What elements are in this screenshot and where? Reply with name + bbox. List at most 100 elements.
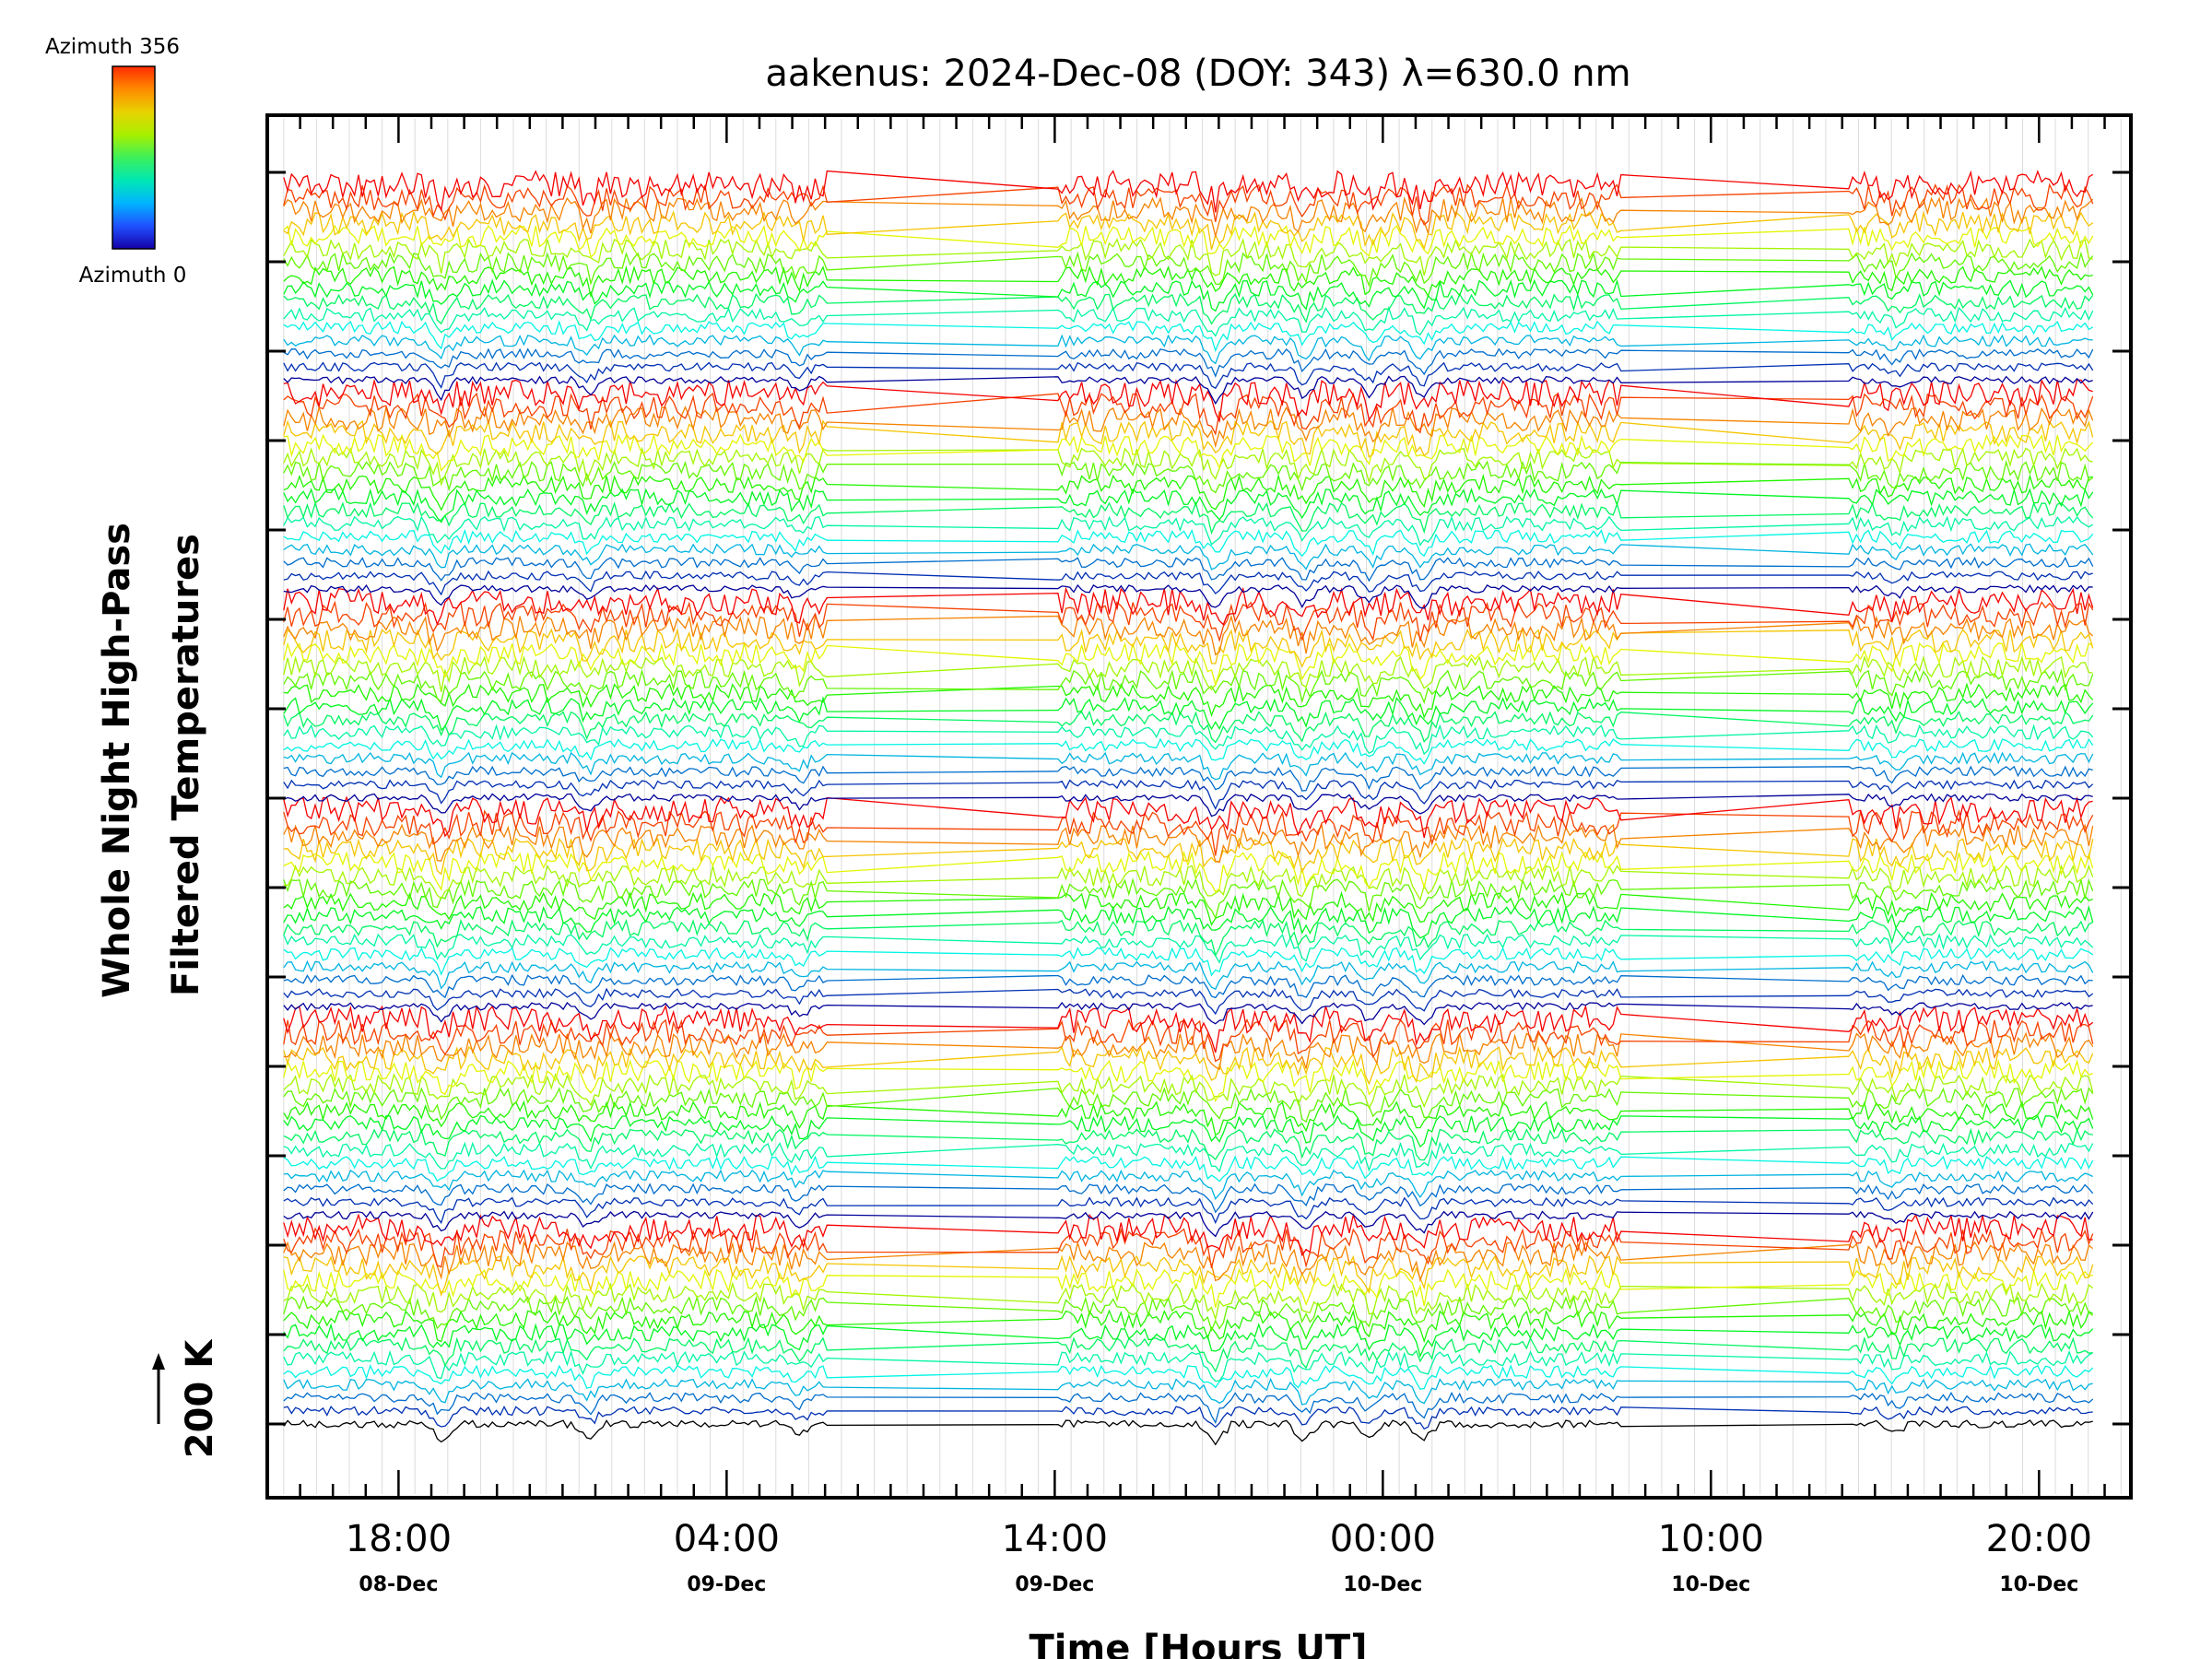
traces <box>283 170 2094 1446</box>
trace-line <box>283 654 2093 692</box>
trace-line <box>283 1114 2094 1148</box>
trace-line <box>283 918 2094 958</box>
x-tick-date-label: 10-Dec <box>1999 1573 2078 1596</box>
trace-line <box>283 1087 2094 1124</box>
trace-line <box>283 987 2094 1016</box>
trace-line <box>283 1004 2094 1053</box>
trace-line <box>283 668 2094 704</box>
trace-line <box>283 583 2093 609</box>
trace-line <box>283 682 2094 719</box>
colorbar-gradient <box>112 65 156 250</box>
x-axis-label: Time [Hours UT] <box>1030 1628 1368 1659</box>
trace-line <box>283 1323 2094 1359</box>
trace-line <box>283 724 2094 756</box>
trace-line <box>283 1377 2093 1406</box>
x-tick-date-label: 09-Dec <box>687 1573 766 1596</box>
trace-line <box>283 1364 2094 1391</box>
trace-line <box>283 1141 2094 1173</box>
trace-line <box>283 1227 2094 1269</box>
trace-line <box>283 1001 2093 1026</box>
trace-line <box>283 808 2094 856</box>
trace-line <box>283 932 2094 964</box>
trace-line <box>283 1335 2093 1373</box>
trace-line <box>283 1127 2093 1161</box>
trace-line <box>283 890 2093 927</box>
colorbar: Azimuth 356 Azimuth 0 <box>45 35 186 288</box>
trace-line <box>283 614 2094 656</box>
trace-line <box>283 947 2094 977</box>
trace-line <box>283 710 2094 744</box>
y-axis-label-line1: Whole Night High-Pass <box>96 523 138 998</box>
trace-line <box>283 1210 2094 1238</box>
trace-line <box>283 751 2094 781</box>
trace-line <box>283 765 2093 792</box>
trace-line <box>283 795 2093 839</box>
trace-line <box>283 850 2094 893</box>
trace-line <box>283 515 2094 547</box>
trace-line <box>283 586 2094 626</box>
trace-line <box>283 793 2093 818</box>
y-ticks <box>267 171 2131 1426</box>
trace-line <box>283 251 2094 288</box>
trace-line <box>283 305 2094 337</box>
trace-line <box>283 405 2094 449</box>
x-tick-time-label: 14:00 <box>1002 1518 1108 1560</box>
trace-line <box>283 182 2094 226</box>
x-tick-time-label: 10:00 <box>1658 1518 1764 1560</box>
trace-line <box>283 570 2093 596</box>
chart-title: aakenus: 2024-Dec-08 (DOY: 343) λ=630.0 … <box>765 53 1630 95</box>
trace-line <box>283 1100 2094 1136</box>
trace-line <box>283 1309 2093 1344</box>
trace-line <box>283 600 2094 642</box>
trace-line <box>283 837 2094 876</box>
trace-line <box>283 641 2094 687</box>
x-tick-labels: 18:00 08-Dec 04:00 09-Dec 14:00 09-Dec 00:00 10… <box>346 1518 2092 1596</box>
trace-line <box>283 628 2094 668</box>
trace-line <box>283 779 2094 810</box>
x-tick-date-label: 10-Dec <box>1671 1573 1750 1596</box>
trace-line <box>283 391 2094 436</box>
trace-line <box>283 446 2093 487</box>
x-tick-time-label: 18:00 <box>346 1518 452 1560</box>
scale-bar: 200 K <box>152 1338 221 1458</box>
trace-line <box>283 1267 2093 1308</box>
colorbar-top-label: Azimuth 356 <box>45 35 180 59</box>
trace-line <box>283 473 2093 512</box>
trace-line <box>283 278 2094 312</box>
trace-line <box>283 320 2094 353</box>
x-tick-date-label: 09-Dec <box>1015 1573 1094 1596</box>
colorbar-bottom-label: Azimuth 0 <box>79 264 187 288</box>
trace-line <box>283 347 2094 378</box>
trace-line <box>283 487 2094 524</box>
trace-line <box>283 528 2094 558</box>
trace-line <box>283 1349 2094 1382</box>
trace-line <box>283 500 2094 535</box>
x-tick-date-label: 08-Dec <box>359 1573 438 1596</box>
scale-bar-label: 200 K <box>179 1338 221 1458</box>
trace-line <box>283 1059 2093 1102</box>
trace-line <box>283 334 2093 365</box>
trace-line <box>283 432 2094 472</box>
trace-line <box>283 959 2094 991</box>
trace-line <box>283 1073 2094 1110</box>
trace-line <box>283 265 2093 299</box>
x-tick-time-label: 00:00 <box>1330 1518 1436 1560</box>
trace-line <box>283 1241 2094 1283</box>
trace-line <box>283 1405 2093 1430</box>
trace-line <box>283 1031 2094 1071</box>
trace-line <box>283 292 2094 325</box>
trace-line <box>283 543 2094 571</box>
x-ticks <box>265 115 2106 1498</box>
trace-line <box>283 1169 2093 1200</box>
x-tick-time-label: 04:00 <box>674 1518 780 1560</box>
trace-line <box>283 1419 2093 1446</box>
trace-line <box>283 1391 2094 1425</box>
x-tick-time-label: 20:00 <box>1986 1518 2092 1560</box>
trace-line <box>283 1212 2093 1257</box>
trace-line <box>283 905 2094 939</box>
trace-line <box>283 1281 2094 1322</box>
scale-bar-arrowhead <box>152 1353 165 1370</box>
trace-line <box>283 224 2094 259</box>
x-tick-date-label: 10-Dec <box>1343 1573 1422 1596</box>
